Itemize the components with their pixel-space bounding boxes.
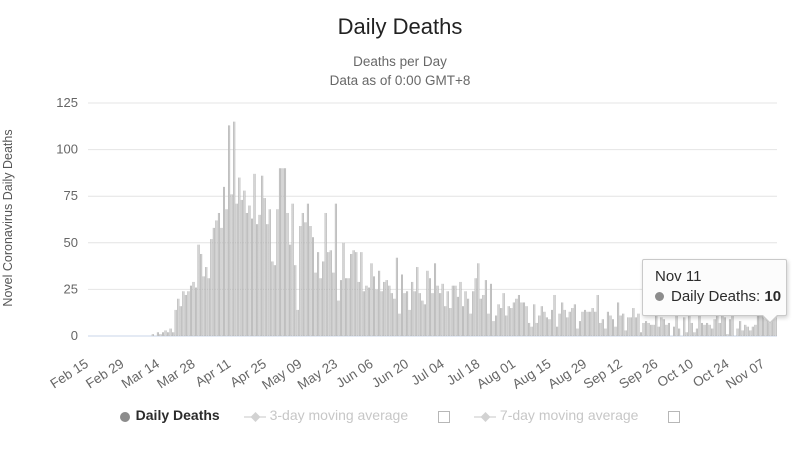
svg-text:75: 75 <box>64 188 78 203</box>
svg-text:Feb 29: Feb 29 <box>83 356 126 391</box>
svg-text:Jun 20: Jun 20 <box>369 356 411 391</box>
svg-text:Aug 15: Aug 15 <box>510 356 554 392</box>
svg-text:Sep 26: Sep 26 <box>616 356 660 392</box>
svg-text:Oct 24: Oct 24 <box>690 356 732 391</box>
svg-text:Oct 10: Oct 10 <box>654 356 696 390</box>
svg-text:Jun 06: Jun 06 <box>333 356 375 391</box>
svg-text:Mar 28: Mar 28 <box>154 356 197 391</box>
svg-text:50: 50 <box>64 235 78 250</box>
svg-text:0: 0 <box>71 328 78 343</box>
svg-text:25: 25 <box>64 281 78 296</box>
svg-text:May 09: May 09 <box>259 356 304 393</box>
svg-text:Nov 07: Nov 07 <box>723 356 767 392</box>
svg-text:100: 100 <box>56 142 78 157</box>
svg-text:125: 125 <box>56 95 78 110</box>
svg-text:Jul 04: Jul 04 <box>408 356 447 388</box>
svg-text:Mar 14: Mar 14 <box>119 356 163 392</box>
svg-text:Apr 11: Apr 11 <box>193 356 234 390</box>
svg-text:Sep 12: Sep 12 <box>581 356 625 392</box>
svg-text:Feb 15: Feb 15 <box>47 356 90 391</box>
svg-text:May 23: May 23 <box>295 356 340 393</box>
svg-text:Aug 01: Aug 01 <box>474 356 518 392</box>
svg-text:Aug 29: Aug 29 <box>545 356 589 392</box>
